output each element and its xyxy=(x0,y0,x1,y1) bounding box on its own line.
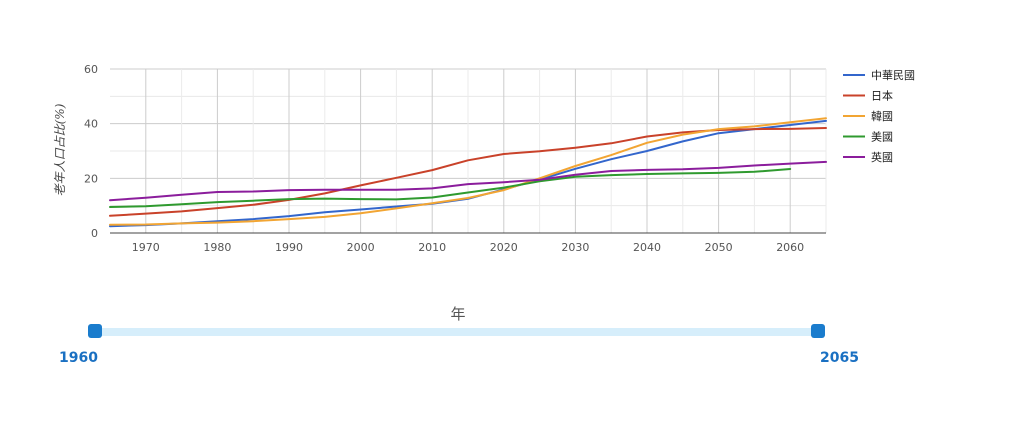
year-range-filter: 年 1960 2065 xyxy=(0,295,1024,385)
x-tick-label: 1970 xyxy=(132,241,160,254)
y-tick-label: 20 xyxy=(84,172,98,185)
x-tick-label: 2030 xyxy=(561,241,589,254)
x-tick-label: 2000 xyxy=(347,241,375,254)
range-max-value: 2065 xyxy=(820,350,859,366)
x-tick-label: 2020 xyxy=(490,241,518,254)
legend-item[interactable]: 日本 xyxy=(843,89,893,103)
range-min-handle[interactable] xyxy=(88,324,102,338)
chart-grid xyxy=(110,68,827,234)
x-tick-label: 2050 xyxy=(705,241,733,254)
x-tick-label: 1980 xyxy=(203,241,231,254)
x-tick-label: 2040 xyxy=(633,241,661,254)
legend-item[interactable]: 韓國 xyxy=(843,110,893,123)
legend-label: 韓國 xyxy=(871,110,893,123)
chart-series xyxy=(109,117,827,228)
y-tick-label: 40 xyxy=(84,118,98,131)
x-tick-label: 2060 xyxy=(776,241,804,254)
x-tick-label: 1990 xyxy=(275,241,303,254)
series-line-3[interactable] xyxy=(109,117,827,226)
range-slider-track[interactable] xyxy=(95,328,818,336)
legend-item[interactable]: 英國 xyxy=(843,150,893,164)
y-axis-label: 老年人口占比(%) xyxy=(53,103,67,196)
legend-label: 中華民國 xyxy=(871,69,915,82)
range-filter-title: 年 xyxy=(450,305,466,323)
series-line-5[interactable] xyxy=(109,160,827,202)
range-max-handle[interactable] xyxy=(811,324,825,338)
legend-item[interactable]: 中華民國 xyxy=(843,69,915,82)
y-tick-label: 0 xyxy=(91,227,98,240)
legend-label: 英國 xyxy=(871,150,893,164)
range-min-value: 1960 xyxy=(59,350,98,366)
y-tick-label: 60 xyxy=(84,63,98,76)
x-tick-label: 2010 xyxy=(418,241,446,254)
series-line-4[interactable] xyxy=(109,168,792,208)
legend-label: 日本 xyxy=(871,89,893,103)
legend-label: 美國 xyxy=(871,131,893,144)
legend-item[interactable]: 美國 xyxy=(843,131,893,144)
